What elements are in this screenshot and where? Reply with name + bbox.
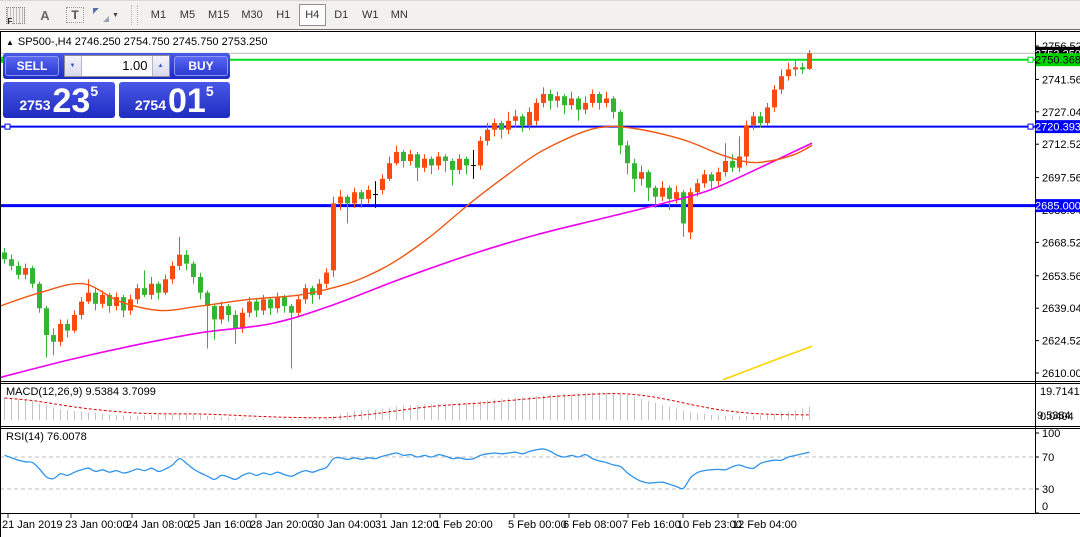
text-label-a-icon[interactable]: A [40, 7, 50, 23]
toolbar-separator [130, 5, 138, 25]
macd-axis-label: 19.7141 [1040, 386, 1080, 398]
hline-marker[interactable] [1027, 56, 1034, 63]
volume-stepper: ▼ 1.00 ▲ [63, 55, 170, 77]
sell-price-big: 23 [52, 82, 91, 120]
buy-button[interactable]: BUY [174, 56, 228, 76]
price-tick-label: 2624.520 [1042, 336, 1080, 348]
sell-price-sup: 5 [90, 83, 99, 99]
price-tick-label: 2697.560 [1042, 173, 1080, 185]
timeframe-m5-button[interactable]: M5 [174, 4, 201, 26]
rsi-line [4, 448, 810, 490]
trade-panel-controls-row: SELL ▼ 1.00 ▲ BUY [3, 53, 230, 79]
time-tick-label: 25 Jan 16:00 [188, 519, 252, 531]
chevron-down-icon: ▼ [112, 11, 119, 19]
ma-long-line [722, 345, 813, 381]
price-tick-label: 2639.040 [1042, 303, 1080, 315]
caret-down-icon: ▼ [69, 63, 76, 69]
volume-input[interactable]: 1.00 [122, 58, 148, 73]
timeframe-h1-button[interactable]: H1 [270, 4, 297, 26]
buy-price-big: 01 [168, 82, 206, 120]
rsi-indicator-label: RSI(14) 76.0078 [6, 431, 87, 443]
price-tick-label: 2610.000 [1042, 368, 1080, 380]
hline-marker[interactable] [1027, 123, 1034, 130]
price-tick-label: 2741.560 [1042, 74, 1080, 86]
chart-symbol-label: SP500-,H4 [17, 36, 72, 48]
buy-price-sup: 5 [205, 83, 214, 99]
caret-up-icon: ▲ [157, 63, 164, 69]
grid-f-icon[interactable]: F [2, 3, 28, 27]
time-tick-label: 21 Jan 2019 [2, 519, 63, 531]
volume-decrease-button[interactable]: ▼ [64, 56, 82, 76]
price-tick-label: 2653.560 [1042, 271, 1080, 283]
rsi-axis-label: 30 [1042, 484, 1054, 496]
arrows-tool-icon[interactable]: ▼ [92, 3, 119, 27]
price-tick-label: 2727.040 [1042, 107, 1080, 119]
svg-text:2720.393: 2720.393 [1035, 122, 1080, 134]
price-axis-box-2685.000[interactable]: 2685.000 [1035, 199, 1080, 213]
time-tick-label: 7 Feb 16:00 [622, 519, 681, 531]
chart-title: ▲ SP500-,H4 2746.250 2754.750 2745.750 27… [6, 36, 268, 48]
time-tick-label: 23 Jan 00:00 [65, 519, 129, 531]
price-tick-label: 2668.520 [1042, 237, 1080, 249]
rsi-axis-label: 70 [1042, 452, 1054, 464]
price-axis: 2756.5202741.5602727.0402712.5202697.560… [1035, 41, 1080, 380]
rsi-axis-label: 0 [1042, 501, 1048, 513]
rsi-pane [0, 448, 1035, 490]
buy-price-prefix: 2754 [134, 97, 167, 113]
timeframe-w1-button[interactable]: W1 [357, 4, 384, 26]
svg-text:2750.368: 2750.368 [1035, 55, 1080, 67]
text-tool-glyph: T [66, 7, 84, 23]
buy-price-box[interactable]: 2754 01 5 [118, 82, 230, 120]
toolbar: F A T ▼ M1 M5 M15 M30 H1 H4 D1 W1 MN [0, 0, 1080, 30]
time-tick-label: 28 Jan 20:00 [250, 519, 314, 531]
one-click-trading-panel: SELL ▼ 1.00 ▲ BUY 2753 23 5 2754 01 5 [3, 53, 230, 118]
timeframe-m15-button[interactable]: M15 [203, 4, 234, 26]
time-tick-label: 12 Feb 04:00 [732, 519, 797, 531]
candlesticks [2, 49, 812, 369]
timeframe-mn-button[interactable]: MN [386, 4, 413, 26]
time-tick-label: 31 Jan 12:00 [375, 519, 439, 531]
chart-ohlc-values: 2746.250 2754.750 2745.750 2753.250 [74, 36, 268, 48]
ma-slow-line [0, 142, 813, 379]
moving-averages [0, 125, 813, 381]
macd-axis-label: 0.0404 [1040, 411, 1074, 423]
arrows-glyph-icon [92, 7, 110, 23]
time-tick-label: 1 Feb 20:00 [434, 519, 493, 531]
rsi-axis-label: 100 [1042, 428, 1060, 440]
timeframe-h4-button[interactable]: H4 [298, 4, 326, 26]
time-tick-label: 24 Jan 08:00 [126, 519, 190, 531]
timeframe-m30-button[interactable]: M30 [236, 4, 267, 26]
macd-indicator-label: MACD(12,26,9) 9.5384 3.7099 [6, 386, 156, 398]
macd-pane [4, 392, 810, 420]
sell-price-box[interactable]: 2753 23 5 [3, 82, 115, 118]
time-tick-label: 10 Feb 23:00 [677, 519, 742, 531]
sell-price-prefix: 2753 [19, 97, 51, 113]
time-tick-label: 30 Jan 04:00 [312, 519, 376, 531]
volume-increase-button[interactable]: ▲ [151, 56, 169, 76]
price-axis-box-2720.393[interactable]: 2720.393 [1035, 120, 1080, 134]
price-tick-label: 2712.520 [1042, 139, 1080, 151]
time-tick-label: 6 Feb 08:00 [563, 519, 622, 531]
text-tool-icon[interactable]: T [62, 3, 88, 27]
timeframe-d1-button[interactable]: D1 [328, 4, 355, 26]
timeframe-m1-button[interactable]: M1 [145, 4, 172, 26]
time-tick-label: 5 Feb 00:00 [508, 519, 567, 531]
collapse-triangle-icon[interactable]: ▲ [6, 38, 14, 47]
hline-marker[interactable] [4, 123, 11, 130]
ma-fast-line [0, 125, 813, 312]
trade-panel-prices-row: 2753 23 5 2754 01 5 [3, 82, 230, 118]
price-axis-box-2750.368[interactable]: 2750.368 [1035, 53, 1080, 67]
macd-axis-label: 9.5384 [1037, 410, 1071, 422]
svg-text:2685.000: 2685.000 [1035, 201, 1080, 213]
sell-button[interactable]: SELL [5, 56, 59, 76]
